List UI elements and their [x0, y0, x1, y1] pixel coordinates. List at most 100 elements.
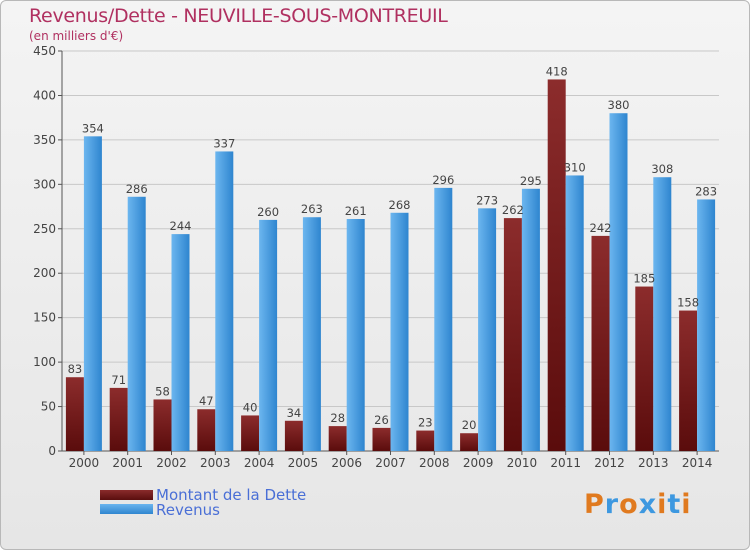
data-label-revenus: 283: [695, 184, 717, 198]
x-tick-label: 2009: [463, 456, 494, 470]
x-tick-label: 2007: [375, 456, 406, 470]
y-tick-label: 100: [33, 355, 56, 369]
data-label-dette: 242: [590, 221, 612, 235]
data-label-dette: 20: [462, 418, 477, 432]
x-tick-label: 2012: [594, 456, 625, 470]
logo-letter: o: [619, 489, 639, 520]
data-label-revenus: 337: [213, 136, 235, 150]
logo-letter: i: [657, 489, 668, 520]
logo-letter: r: [604, 489, 620, 520]
bar-revenus: [609, 113, 628, 451]
y-tick-label: 400: [33, 88, 56, 102]
x-tick-label: 2008: [419, 456, 450, 470]
x-tick-label: 2005: [288, 456, 319, 470]
bar-revenus: [565, 175, 584, 451]
bar-revenus: [171, 234, 190, 451]
bar-dette: [416, 430, 435, 451]
y-tick-label: 150: [33, 311, 56, 325]
data-label-revenus: 310: [564, 160, 586, 174]
x-tick-label: 2002: [156, 456, 187, 470]
bar-dette: [284, 420, 303, 451]
x-tick-label: 2011: [550, 456, 581, 470]
legend-label-dette: Montant de la Dette: [156, 486, 307, 504]
bar-dette: [65, 377, 84, 451]
y-tick-label: 450: [33, 44, 56, 58]
bar-revenus: [215, 151, 234, 451]
bar-revenus: [390, 212, 409, 451]
data-label-revenus: 380: [608, 98, 630, 112]
bar-revenus: [127, 196, 146, 451]
chart-subtitle: (en milliers d'€): [29, 29, 124, 43]
bar-revenus: [697, 199, 716, 451]
x-tick-label: 2003: [200, 456, 231, 470]
x-tick-label: 2001: [112, 456, 143, 470]
bar-revenus: [434, 187, 453, 451]
y-tick-label: 300: [33, 177, 56, 191]
data-label-revenus: 261: [345, 204, 367, 218]
x-tick-label: 2010: [507, 456, 538, 470]
data-label-dette: 34: [287, 406, 302, 420]
logo-letter: i: [681, 489, 692, 520]
data-label-dette: 185: [633, 272, 655, 286]
chart-title: Revenus/Dette - NEUVILLE-SOUS-MONTREUIL: [29, 5, 448, 27]
data-label-dette: 418: [546, 64, 568, 78]
x-tick-label: 2000: [69, 456, 100, 470]
data-label-dette: 28: [330, 411, 345, 425]
data-label-dette: 158: [677, 296, 699, 310]
data-label-dette: 262: [502, 203, 524, 217]
logo-letter: x: [638, 489, 658, 520]
logo-letter: P: [584, 489, 605, 520]
data-label-revenus: 263: [301, 202, 323, 216]
bar-dette: [591, 235, 610, 451]
bar-dette: [109, 387, 128, 451]
bar-revenus: [521, 188, 540, 451]
legend-swatch-revenus: [100, 504, 153, 514]
data-label-dette: 23: [418, 416, 433, 430]
data-label-dette: 26: [374, 413, 389, 427]
bar-dette: [197, 409, 216, 451]
bar-revenus: [259, 219, 278, 451]
data-label-dette: 40: [243, 400, 258, 414]
data-label-dette: 71: [111, 373, 126, 387]
data-label-dette: 47: [199, 394, 214, 408]
data-label-dette: 58: [155, 384, 170, 398]
y-tick-label: 250: [33, 222, 56, 236]
data-label-revenus: 268: [389, 198, 411, 212]
x-tick-label: 2006: [331, 456, 362, 470]
y-tick-label: 350: [33, 133, 56, 147]
x-tick-label: 2013: [638, 456, 669, 470]
y-tick-label: 50: [41, 400, 56, 414]
bar-dette: [635, 286, 654, 451]
data-label-revenus: 296: [432, 173, 454, 187]
bar-dette: [241, 415, 260, 451]
bar-revenus: [346, 219, 365, 451]
bar-revenus: [83, 136, 102, 452]
data-label-revenus: 244: [170, 219, 192, 233]
bar-dette: [328, 426, 347, 451]
data-label-revenus: 354: [82, 121, 104, 135]
bar-dette: [372, 427, 391, 451]
bar-dette: [679, 310, 698, 451]
data-label-revenus: 286: [126, 182, 148, 196]
data-label-revenus: 295: [520, 174, 542, 188]
bar-dette: [460, 433, 479, 451]
logo-letter: t: [667, 489, 682, 520]
bar-revenus: [653, 177, 672, 451]
legend-swatch-dette: [100, 490, 153, 500]
data-label-revenus: 273: [476, 193, 498, 207]
bar-dette: [503, 218, 522, 451]
bar-revenus: [478, 208, 497, 451]
bar-dette: [547, 79, 566, 451]
data-label-revenus: 308: [651, 162, 673, 176]
bar-dette: [153, 399, 172, 451]
x-tick-label: 2014: [682, 456, 713, 470]
y-tick-label: 0: [48, 444, 56, 458]
data-label-revenus: 260: [257, 205, 279, 219]
y-tick-label: 200: [33, 266, 56, 280]
proxiti-logo: Proxiti: [584, 489, 692, 520]
bar-revenus: [302, 217, 321, 451]
data-label-dette: 83: [68, 362, 83, 376]
legend-label-revenus: Revenus: [156, 501, 220, 519]
